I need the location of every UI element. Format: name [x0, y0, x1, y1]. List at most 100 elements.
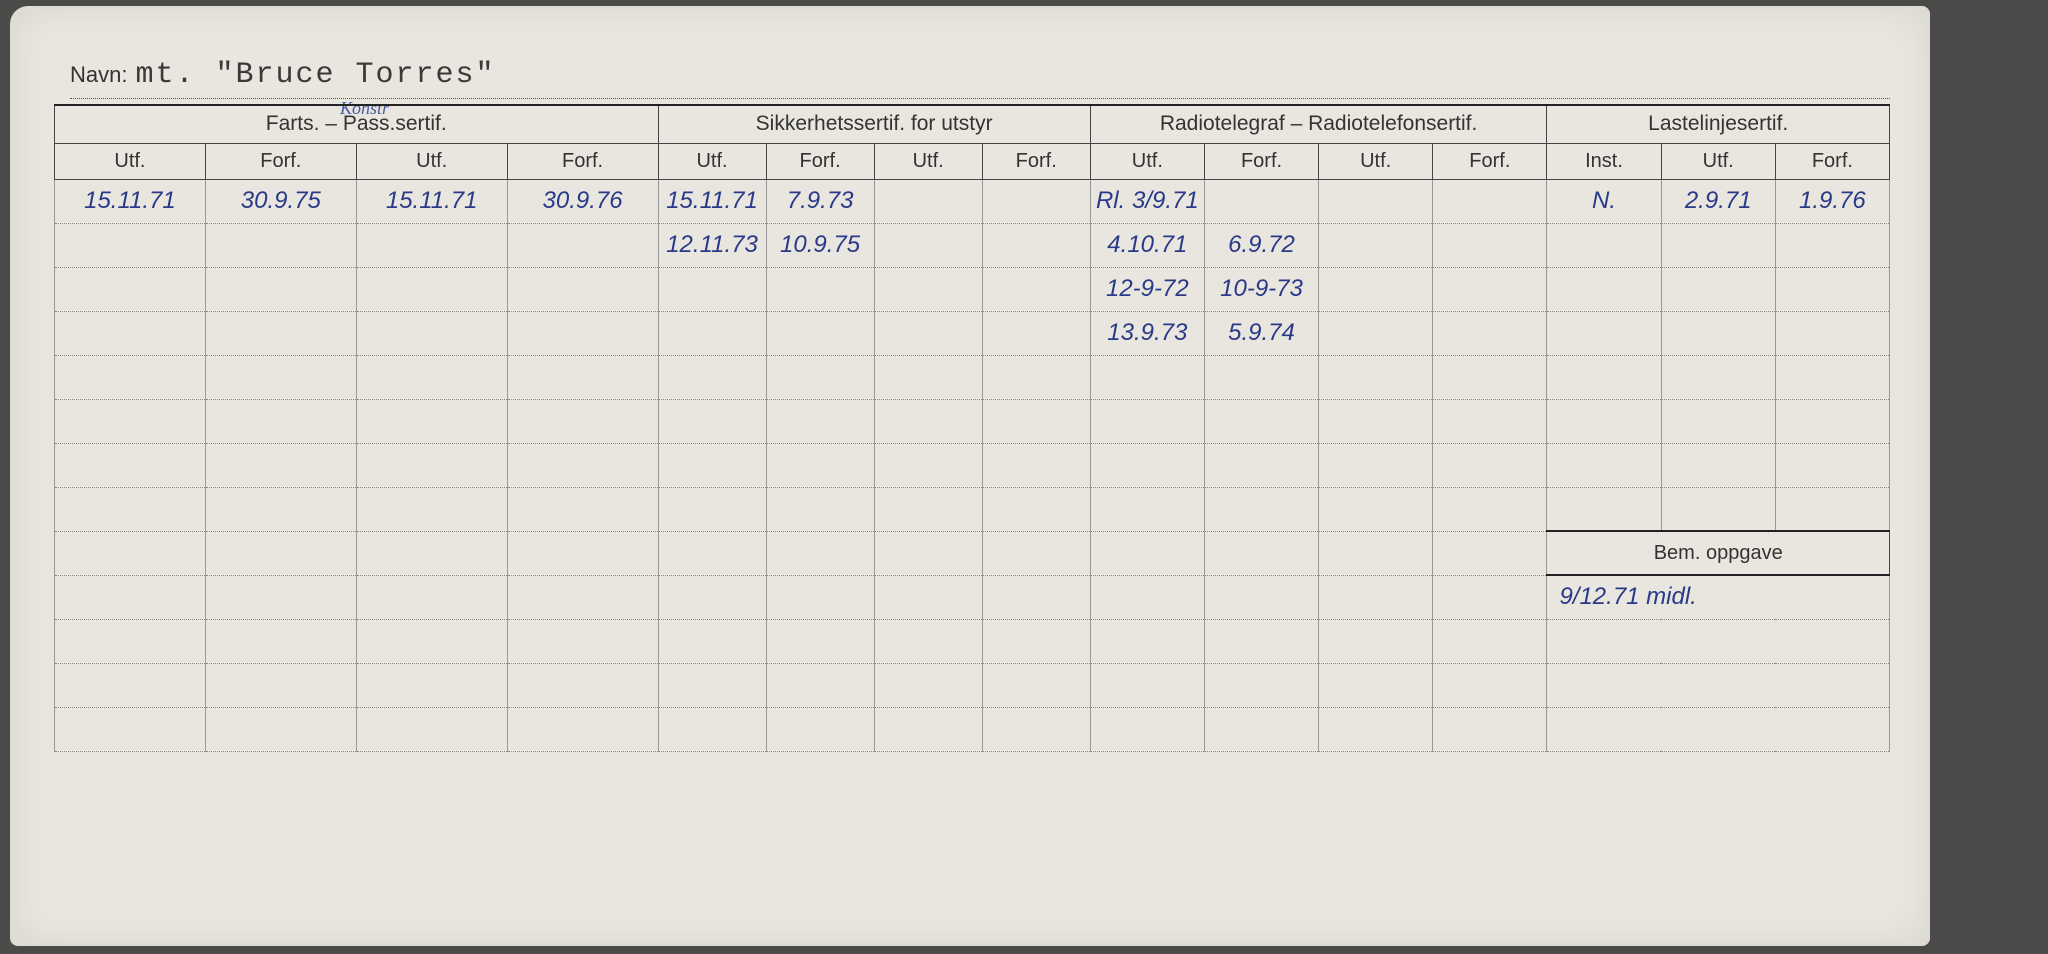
cell — [1547, 399, 1661, 443]
cell — [356, 575, 507, 619]
sub-header: Utf. — [55, 143, 206, 179]
cell — [205, 355, 356, 399]
cell — [1319, 311, 1433, 355]
cell — [1433, 443, 1547, 487]
cell — [658, 267, 766, 311]
cell — [1319, 663, 1433, 707]
cell — [1547, 223, 1661, 267]
cell — [874, 531, 982, 575]
cell — [205, 399, 356, 443]
bem-oppgave-header: Bem. oppgave — [1547, 531, 1890, 575]
cell: 7.9.73 — [766, 179, 874, 223]
cell — [766, 355, 874, 399]
cell — [356, 223, 507, 267]
cell: 12-9-72 — [1090, 267, 1204, 311]
cell — [1204, 663, 1318, 707]
sub-header: Utf. — [1661, 143, 1775, 179]
cell: 1.9.76 — [1775, 179, 1889, 223]
cell: 15.11.71 — [55, 179, 206, 223]
cell — [507, 399, 658, 443]
group-header-row: Farts. – Pass.sertif.Sikkerhetssertif. f… — [55, 105, 1890, 143]
cell: 13.9.73 — [1090, 311, 1204, 355]
cell — [982, 619, 1090, 663]
cell — [874, 707, 982, 751]
cell — [1090, 575, 1204, 619]
cell — [982, 707, 1090, 751]
sub-header: Forf. — [507, 143, 658, 179]
cell: 6.9.72 — [1204, 223, 1318, 267]
cell — [658, 311, 766, 355]
cell — [1204, 179, 1318, 223]
cell — [1090, 443, 1204, 487]
sub-header-row: Utf.Forf.Utf.Forf.Utf.Forf.Utf.Forf.Utf.… — [55, 143, 1890, 179]
cell — [766, 311, 874, 355]
sub-header: Utf. — [1319, 143, 1433, 179]
cell — [982, 311, 1090, 355]
cell — [55, 223, 206, 267]
group-header: Radiotelegraf – Radiotelefonsertif. — [1090, 105, 1547, 143]
cell — [1433, 223, 1547, 267]
table-row — [55, 399, 1890, 443]
cell — [1547, 487, 1661, 531]
sub-header: Forf. — [766, 143, 874, 179]
cell — [874, 487, 982, 531]
cell — [658, 487, 766, 531]
cell — [874, 443, 982, 487]
cell — [1319, 267, 1433, 311]
cell — [874, 575, 982, 619]
cell — [1775, 311, 1889, 355]
cell — [1661, 223, 1775, 267]
cell — [356, 267, 507, 311]
cell — [1090, 399, 1204, 443]
cell — [766, 707, 874, 751]
cell — [507, 311, 658, 355]
cell — [1319, 179, 1433, 223]
cell — [356, 443, 507, 487]
table-row: 12.11.7310.9.75 4.10.716.9.72 — [55, 223, 1890, 267]
cell — [982, 531, 1090, 575]
table-row: 15.11.7130.9.7515.11.7130.9.7615.11.717.… — [55, 179, 1890, 223]
cell — [1204, 443, 1318, 487]
cell — [1319, 355, 1433, 399]
cell — [1204, 531, 1318, 575]
bem-cell: 9/12.71 midl. — [1547, 575, 1890, 619]
cell — [55, 399, 206, 443]
cell: 10-9-73 — [1204, 267, 1318, 311]
table-row: 13.9.735.9.74 — [55, 311, 1890, 355]
cell — [55, 311, 206, 355]
cell — [1433, 707, 1547, 751]
cell — [1433, 311, 1547, 355]
cell: 15.11.71 — [658, 179, 766, 223]
table-body: 15.11.7130.9.7515.11.7130.9.7615.11.717.… — [55, 179, 1890, 751]
cell — [1547, 443, 1661, 487]
cell: 12.11.73 — [658, 223, 766, 267]
cell — [982, 267, 1090, 311]
cell: 15.11.71 — [356, 179, 507, 223]
cell — [205, 575, 356, 619]
cell — [356, 311, 507, 355]
cell — [874, 663, 982, 707]
cell — [766, 399, 874, 443]
cell — [982, 223, 1090, 267]
cell — [1090, 531, 1204, 575]
cell — [1090, 619, 1204, 663]
cell — [658, 355, 766, 399]
cell — [1775, 399, 1889, 443]
cell — [766, 487, 874, 531]
sub-header: Utf. — [1090, 143, 1204, 179]
cell — [1661, 443, 1775, 487]
cell — [1090, 707, 1204, 751]
table-head: Farts. – Pass.sertif.Sikkerhetssertif. f… — [55, 105, 1890, 179]
bem-header-row: Bem. oppgave — [55, 531, 1890, 575]
cell — [205, 443, 356, 487]
cell — [1433, 399, 1547, 443]
cell — [1204, 619, 1318, 663]
cell — [1090, 663, 1204, 707]
certificate-table: Farts. – Pass.sertif.Sikkerhetssertif. f… — [54, 104, 1890, 752]
cell — [55, 663, 206, 707]
cell — [55, 267, 206, 311]
cell — [55, 619, 206, 663]
cell — [356, 531, 507, 575]
cell — [55, 531, 206, 575]
cell — [356, 355, 507, 399]
